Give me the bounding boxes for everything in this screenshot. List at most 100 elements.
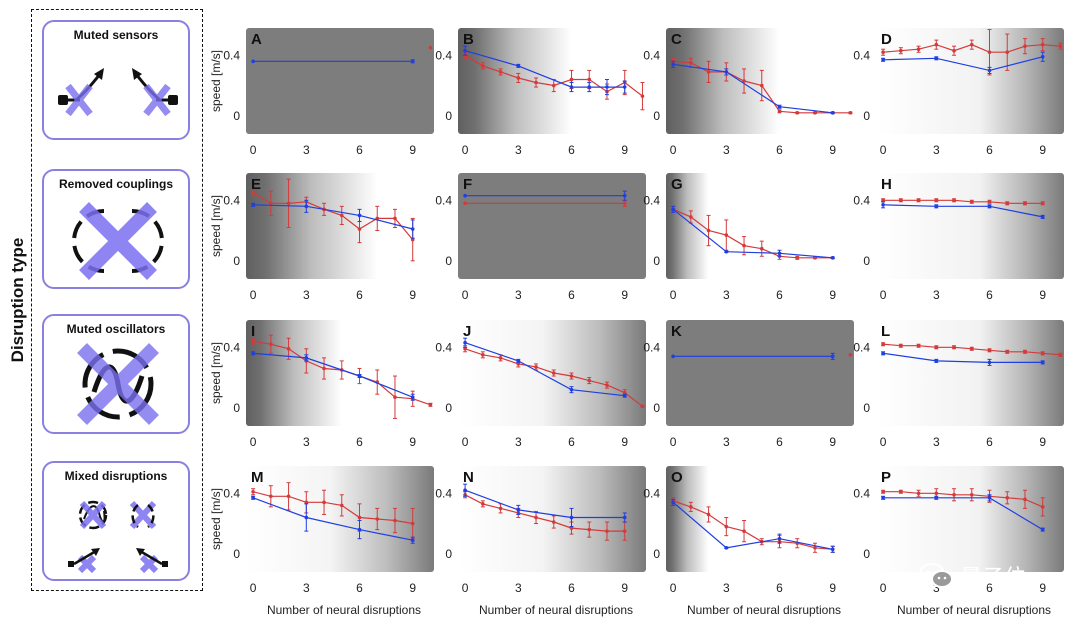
red-point — [795, 255, 800, 260]
red-point — [357, 227, 362, 231]
panel-background — [458, 466, 646, 572]
red-point — [481, 502, 485, 506]
red-point — [777, 109, 782, 114]
panel-letter: J — [463, 323, 471, 340]
xtick-label: 9 — [621, 288, 628, 302]
panel-H: 0 0.4 0 3 6 9 H — [853, 173, 1064, 302]
xtick-label: 0 — [250, 143, 257, 157]
blue-point — [569, 387, 574, 392]
panel-K: 0 0.4 0 3 6 9 K — [643, 320, 854, 449]
ytick-label: 0.4 — [643, 193, 660, 207]
ytick-label: 0.4 — [223, 193, 240, 207]
xtick-label: 9 — [829, 143, 836, 157]
blue-point — [671, 207, 675, 212]
xtick-label: 0 — [880, 435, 887, 449]
ytick-label: 0 — [445, 254, 452, 268]
watermark-text: 量子位 — [960, 566, 1027, 591]
xtick-label: 6 — [776, 435, 783, 449]
red-point — [952, 198, 956, 203]
red-point — [1005, 201, 1010, 206]
red-point — [1005, 50, 1010, 55]
red-point — [916, 491, 921, 496]
xtick-label: 3 — [723, 581, 730, 595]
red-point — [759, 246, 764, 251]
red-point — [551, 371, 556, 375]
ytick-label: 0 — [233, 254, 240, 268]
panel-background — [876, 466, 1064, 572]
xtick-label: 3 — [933, 143, 940, 157]
red-point — [881, 342, 885, 347]
blue-point — [777, 251, 782, 256]
panel-letter: N — [463, 469, 474, 486]
red-point — [899, 489, 903, 494]
panel-C: 0 0.4 0 3 6 9 C — [643, 28, 854, 157]
blue-series-line — [883, 497, 1044, 531]
card-title: Muted oscillators — [66, 322, 166, 336]
blue-point — [410, 59, 415, 64]
blue-series-line — [252, 497, 413, 541]
red-point — [689, 505, 693, 509]
red-point — [498, 356, 503, 360]
red-point — [498, 506, 503, 511]
xtick-label: 9 — [409, 143, 416, 157]
panel-L: 0 0.4 0 3 6 9 L — [853, 320, 1064, 449]
red-point — [463, 201, 467, 206]
panel-letter: M — [251, 469, 264, 486]
x-axis-label: Number of neural disruptions — [897, 603, 1051, 617]
y-axis-label: speed [m/s] — [209, 488, 223, 550]
red-series-line — [464, 494, 625, 532]
xtick-label: 3 — [515, 435, 522, 449]
xtick-label: 6 — [356, 435, 363, 449]
red-point — [952, 492, 956, 497]
panel-letter: P — [881, 469, 891, 486]
ytick-label: 0 — [445, 401, 452, 415]
blue-point — [987, 204, 992, 209]
red-point — [881, 489, 885, 494]
xtick-label: 3 — [723, 143, 730, 157]
xtick-label: 6 — [568, 143, 575, 157]
disruption-type-box — [31, 9, 203, 591]
blue-series-line — [672, 501, 833, 550]
red-point — [339, 213, 344, 218]
blue-point — [671, 62, 675, 67]
blue-series-line — [464, 342, 625, 397]
xtick-label: 0 — [250, 288, 257, 302]
xtick-label: 9 — [829, 581, 836, 595]
red-point — [286, 201, 291, 206]
red-point — [587, 77, 592, 82]
red-series-line — [672, 208, 833, 259]
x-axis-label: Number of neural disruptions — [479, 603, 633, 617]
red-point — [759, 83, 764, 88]
panel-background — [876, 173, 1064, 279]
blue-point — [251, 203, 255, 207]
muted-sensors-icon — [58, 68, 178, 117]
red-point — [587, 378, 592, 383]
red-point — [689, 61, 693, 65]
ytick-label: 0 — [233, 401, 240, 415]
ytick-label: 0.4 — [853, 486, 870, 500]
panel-G: 0 0.4 0 3 6 9 G — [643, 173, 854, 302]
blue-point — [724, 545, 729, 550]
red-point — [1058, 353, 1063, 357]
panel-D: 0 0.4 0 3 6 9 D — [853, 28, 1064, 157]
xtick-label: 0 — [670, 435, 677, 449]
xtick-label: 3 — [303, 435, 310, 449]
red-point — [706, 512, 711, 517]
red-point — [357, 515, 362, 520]
xtick-label: 0 — [462, 143, 469, 157]
red-point — [551, 520, 556, 524]
xtick-label: 9 — [409, 435, 416, 449]
red-point — [848, 353, 853, 357]
red-point — [322, 500, 326, 505]
red-point — [622, 529, 627, 533]
xtick-label: 3 — [723, 435, 730, 449]
panel-background — [666, 173, 854, 279]
xtick-label: 6 — [568, 581, 575, 595]
red-point — [428, 403, 433, 407]
xtick-label: 3 — [933, 581, 940, 595]
red-point — [795, 111, 800, 115]
panel-background — [666, 466, 854, 572]
red-point — [304, 500, 309, 505]
